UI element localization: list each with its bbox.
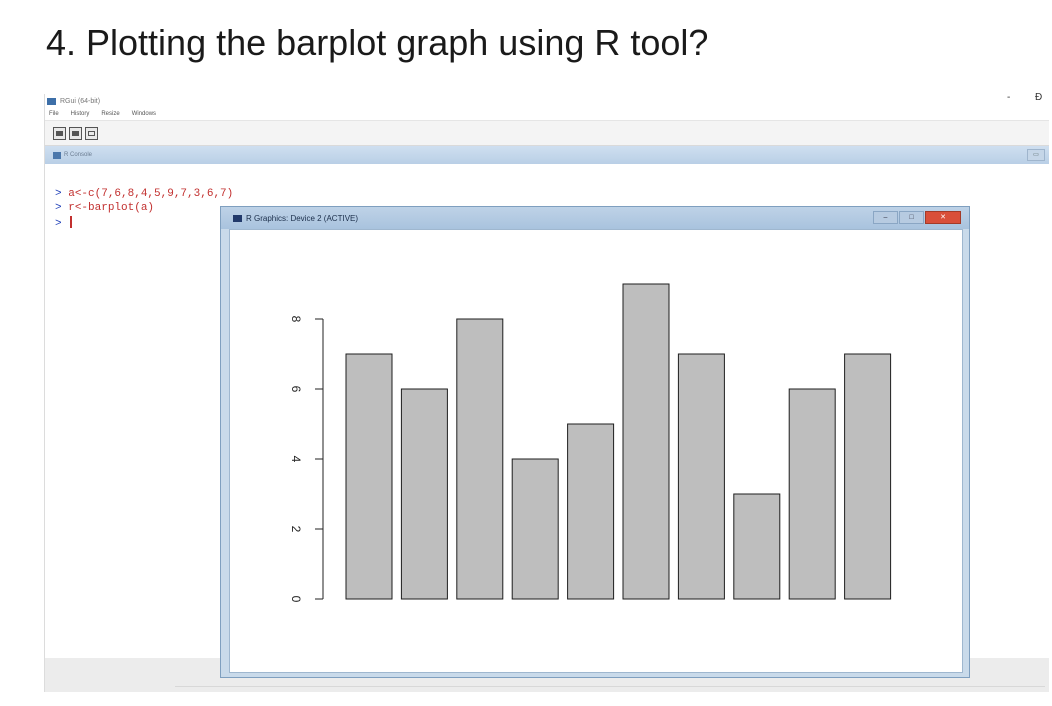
bar [677, 353, 725, 600]
r-console-icon [53, 151, 61, 159]
bottom-divider [175, 686, 1045, 687]
graphics-device-window[interactable]: R Graphics: Device 2 (ACTIVE) – □ ✕ 0 2 4 6… [220, 206, 970, 678]
prompt-symbol: > [55, 202, 62, 214]
bar [456, 318, 504, 600]
plot-canvas: 0 2 4 6 8 [229, 229, 963, 673]
menu-history[interactable]: History [70, 111, 90, 117]
y-tick-label: 8 [289, 316, 303, 323]
y-tick-label: 6 [289, 386, 303, 393]
bar [622, 283, 670, 600]
y-tick-label: 0 [289, 596, 303, 603]
bar [511, 458, 559, 600]
minimize-button[interactable]: - [1007, 92, 1011, 103]
console-line: > a<-c(7,6,8,4,5,9,7,3,6,7) [55, 188, 233, 200]
bar [400, 388, 448, 600]
barplot-chart: 0 2 4 6 8 [289, 283, 892, 603]
bar [567, 423, 615, 600]
bar [345, 353, 393, 600]
menu-file[interactable]: File [49, 111, 59, 117]
window-icon [88, 130, 95, 136]
bar [788, 388, 836, 600]
y-tick-label: 4 [289, 456, 303, 463]
open-button[interactable] [53, 126, 66, 140]
r-logo-icon [47, 97, 56, 105]
bar [844, 353, 892, 600]
graphics-close-button[interactable]: ✕ [925, 211, 961, 224]
rgui-title: RGui (64-bit) [60, 97, 101, 105]
menu-resize[interactable]: Resize [101, 111, 120, 117]
print-icon [72, 130, 79, 136]
console-line: > r<-barplot(a) [55, 202, 154, 214]
toolbar [45, 120, 1049, 146]
menu-windows[interactable]: Windows [131, 111, 157, 117]
console-titlebar: R Console ▭ [45, 146, 1049, 164]
prompt-symbol: > [55, 218, 62, 230]
graphics-device-titlebar[interactable]: R Graphics: Device 2 (ACTIVE) – □ ✕ [221, 207, 969, 229]
page-heading: 4. Plotting the barplot graph using R to… [46, 22, 709, 63]
window-button[interactable] [85, 126, 98, 140]
console-command: r<-barplot(a) [68, 202, 155, 214]
graphics-minimize-button[interactable]: – [873, 211, 898, 224]
bar [733, 493, 781, 600]
console-restore-button[interactable]: ▭ [1027, 149, 1045, 161]
y-tick-label: 2 [289, 526, 303, 533]
maximize-button[interactable]: Ɖ [1035, 92, 1043, 103]
menu-bar: File History Resize Windows [45, 108, 1052, 120]
console-title: R Console [64, 152, 93, 158]
rgui-titlebar: RGui (64-bit) - Ɖ [45, 92, 1049, 108]
prompt-symbol: > [55, 188, 62, 200]
console-line[interactable]: > [55, 216, 73, 230]
graphics-maximize-button[interactable]: □ [899, 211, 924, 224]
open-icon [56, 130, 63, 136]
print-button[interactable] [69, 126, 82, 140]
text-cursor [70, 216, 73, 228]
console-command: a<-c(7,6,8,4,5,9,7,3,6,7) [68, 188, 234, 200]
graphics-device-title: R Graphics: Device 2 (ACTIVE) [246, 213, 359, 223]
r-graphics-icon [233, 214, 242, 222]
graphics-window-controls: – □ ✕ [873, 211, 961, 224]
